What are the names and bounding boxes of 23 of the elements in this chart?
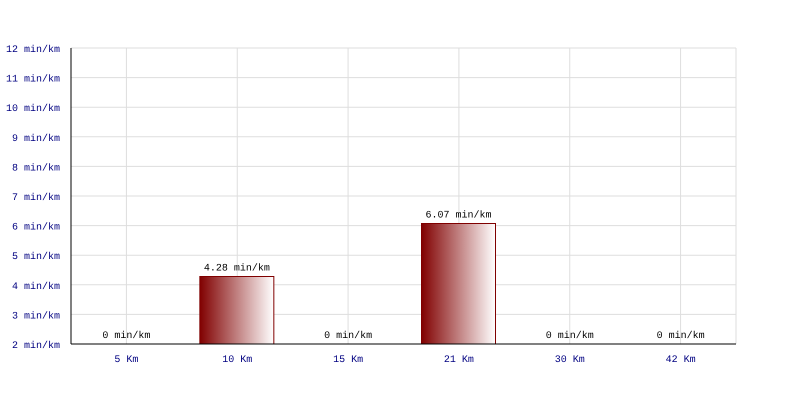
text: 0 min/km [656,331,705,342]
y-tick-label: 5 min/km [12,251,60,264]
y-tick-label: 6 min/km [12,222,60,234]
text: 0 min/km [102,331,150,342]
text: 0 min/km [546,331,594,342]
y-tick-label: 4 min/km [12,280,60,293]
x-tick-label: 21 Km [444,355,474,366]
y-tick-label: 12 min/km [6,44,60,56]
text: 0 min/km [324,331,372,342]
x-tick-label: 5 Km [114,355,138,366]
data-label: 4.28 min/km [204,262,270,275]
data-label: 6.07 min/km [425,210,492,222]
y-tick-label: 9 min/km [12,132,60,145]
y-tick-label: 7 min/km [12,192,60,204]
x-tick-label: 42 Km [666,355,696,366]
y-tick-label: 11 min/km [6,74,60,86]
y-tick-label: 2 min/km [12,340,60,352]
y-tick-label: 3 min/km [12,310,60,322]
y-tick-label: 10 min/km [6,103,60,116]
x-tick-label: 15 Km [333,355,364,366]
x-tick-label: 30 Km [554,355,585,366]
x-tick-label: 10 Km [222,355,252,366]
y-tick-label: 8 min/km [12,162,60,174]
